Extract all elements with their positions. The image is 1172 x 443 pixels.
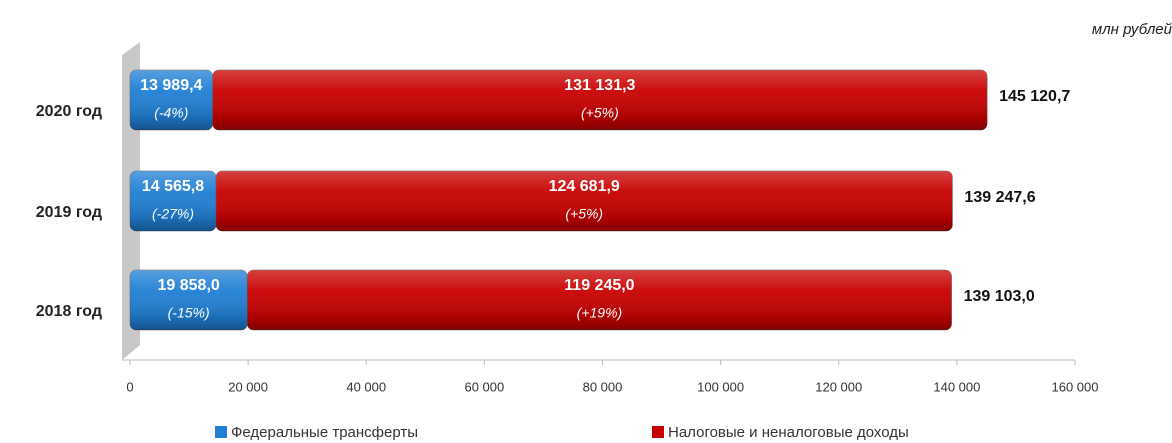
x-tick-label: 0 (126, 379, 133, 394)
value-label: 119 245,0 (564, 277, 634, 294)
bar-shine (130, 171, 217, 231)
change-label: (-4%) (154, 105, 188, 121)
change-label: (+19%) (577, 305, 623, 321)
change-label: (+5%) (581, 105, 619, 121)
x-tick-label: 40 000 (346, 379, 386, 394)
unit-label: млн рублей (1092, 21, 1172, 38)
change-label: (-15%) (168, 305, 210, 321)
bar-shine (130, 270, 248, 330)
total-label: 145 120,7 (999, 88, 1070, 105)
total-label: 139 247,6 (964, 189, 1035, 206)
bar-shine (247, 270, 952, 330)
legend-swatch (215, 426, 227, 438)
legend-label: Федеральные трансферты (231, 424, 418, 441)
x-tick-label: 20 000 (228, 379, 268, 394)
x-tick-label: 100 000 (697, 379, 744, 394)
bar-shine (130, 70, 213, 130)
bar-shine (216, 171, 953, 231)
category-label: 2018 год (36, 303, 102, 320)
x-tick-label: 120 000 (815, 379, 862, 394)
bar-shine (212, 70, 988, 130)
value-label: 124 681,9 (549, 178, 620, 195)
legend-swatch (652, 426, 664, 438)
x-tick-label: 160 000 (1052, 379, 1099, 394)
x-tick-label: 60 000 (464, 379, 504, 394)
value-label: 13 989,4 (140, 77, 202, 94)
category-label: 2020 год (36, 103, 102, 120)
value-label: 14 565,8 (142, 178, 204, 195)
x-tick-label: 140 000 (933, 379, 980, 394)
category-label: 2019 год (36, 204, 102, 221)
x-tick-label: 80 000 (583, 379, 623, 394)
legend-label: Налоговые и неналоговые доходы (668, 424, 909, 441)
total-label: 139 103,0 (964, 288, 1035, 305)
change-label: (+5%) (565, 206, 603, 222)
value-label: 19 858,0 (158, 277, 220, 294)
value-label: 131 131,3 (564, 77, 635, 94)
change-label: (-27%) (152, 206, 194, 222)
